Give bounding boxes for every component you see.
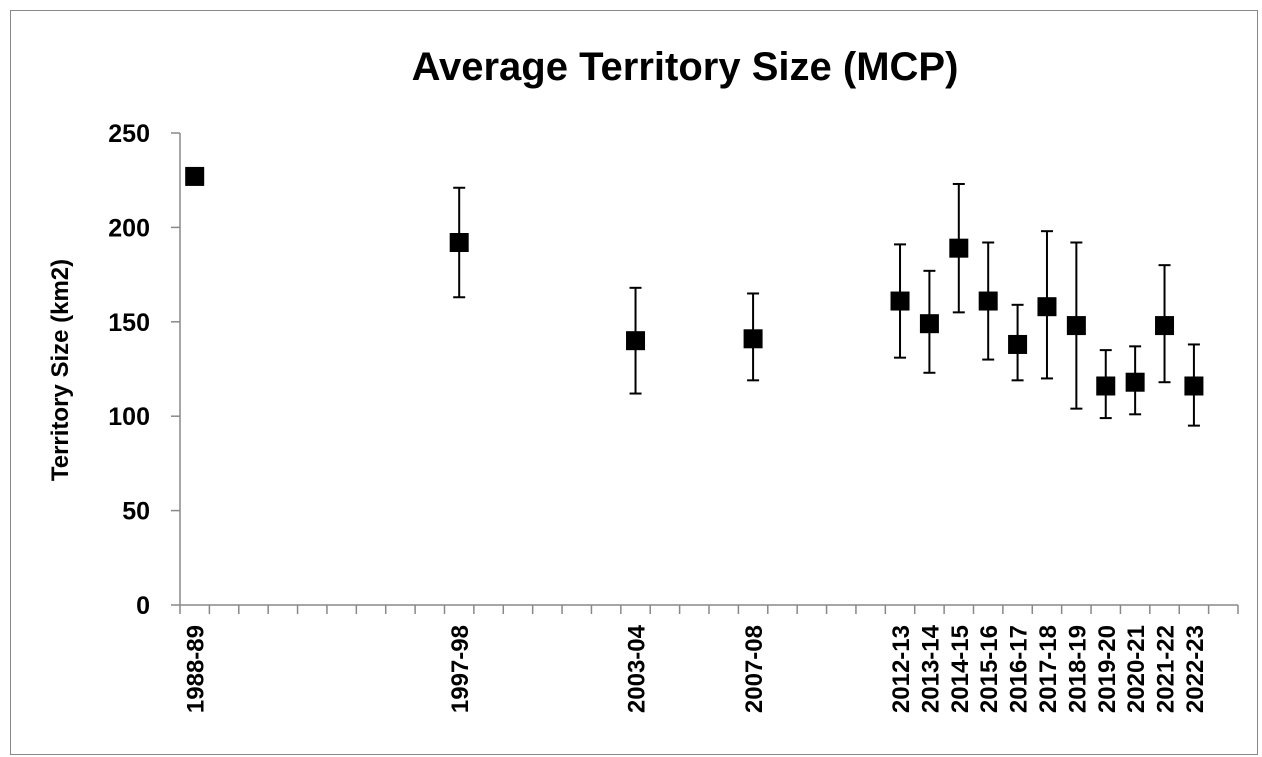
- x-tick-label: 2013-14: [917, 624, 944, 713]
- chart-title: Average Territory Size (MCP): [412, 45, 959, 89]
- x-tick-label: 2017-18: [1035, 625, 1062, 713]
- y-tick-label: 250: [108, 120, 150, 148]
- data-point-marker: [890, 291, 910, 311]
- data-point-marker: [1008, 334, 1028, 354]
- chart-frame: [10, 10, 1258, 755]
- y-axis-label: Territory Size (km2): [47, 259, 74, 481]
- y-tick-label: 50: [122, 498, 150, 526]
- axes: [171, 132, 1239, 614]
- x-tick-labels: 1988-89 1997-98 2003-04 2007-08 2012-13 2013-…: [183, 624, 1209, 713]
- x-tick-label: 2015-16: [976, 625, 1003, 713]
- data-point-marker: [449, 233, 469, 253]
- data-point-marker: [185, 166, 205, 186]
- x-tick-label: 2012-13: [888, 625, 915, 713]
- error-bars: [453, 182, 1200, 427]
- data-point-marker: [626, 331, 646, 351]
- x-tick-label: 2018-19: [1064, 625, 1091, 713]
- y-tick-labels: 0 50 100 150 200 250: [108, 120, 150, 620]
- data-points: [185, 166, 1204, 396]
- data-point-marker: [978, 291, 998, 311]
- data-point-marker: [1184, 376, 1204, 396]
- y-tick-label: 0: [136, 592, 150, 620]
- data-point-marker: [949, 238, 969, 258]
- x-tick-label: 2021-22: [1153, 625, 1180, 713]
- x-tick-label: 2020-21: [1123, 625, 1150, 713]
- x-tick-label: 2003-04: [624, 624, 651, 713]
- x-tick-label: 1988-89: [183, 625, 210, 713]
- y-tick-label: 200: [108, 214, 150, 242]
- data-point-marker: [1155, 316, 1175, 336]
- data-point-marker: [1037, 297, 1057, 317]
- x-tick-label: 1997-98: [447, 625, 474, 713]
- y-tick-label: 150: [108, 309, 150, 337]
- x-tick-label: 2007-08: [741, 625, 768, 713]
- data-point-marker: [919, 314, 939, 334]
- data-point-marker: [1066, 316, 1086, 336]
- y-tick-label: 100: [108, 403, 150, 431]
- x-tick-label: 2014-15: [947, 625, 974, 713]
- data-point-marker: [1125, 372, 1145, 392]
- x-tick-label: 2022-23: [1182, 625, 1209, 713]
- x-tick-label: 2019-20: [1094, 625, 1121, 713]
- data-point-marker: [743, 329, 763, 349]
- x-tick-label: 2016-17: [1006, 625, 1033, 713]
- data-point-marker: [1096, 376, 1116, 396]
